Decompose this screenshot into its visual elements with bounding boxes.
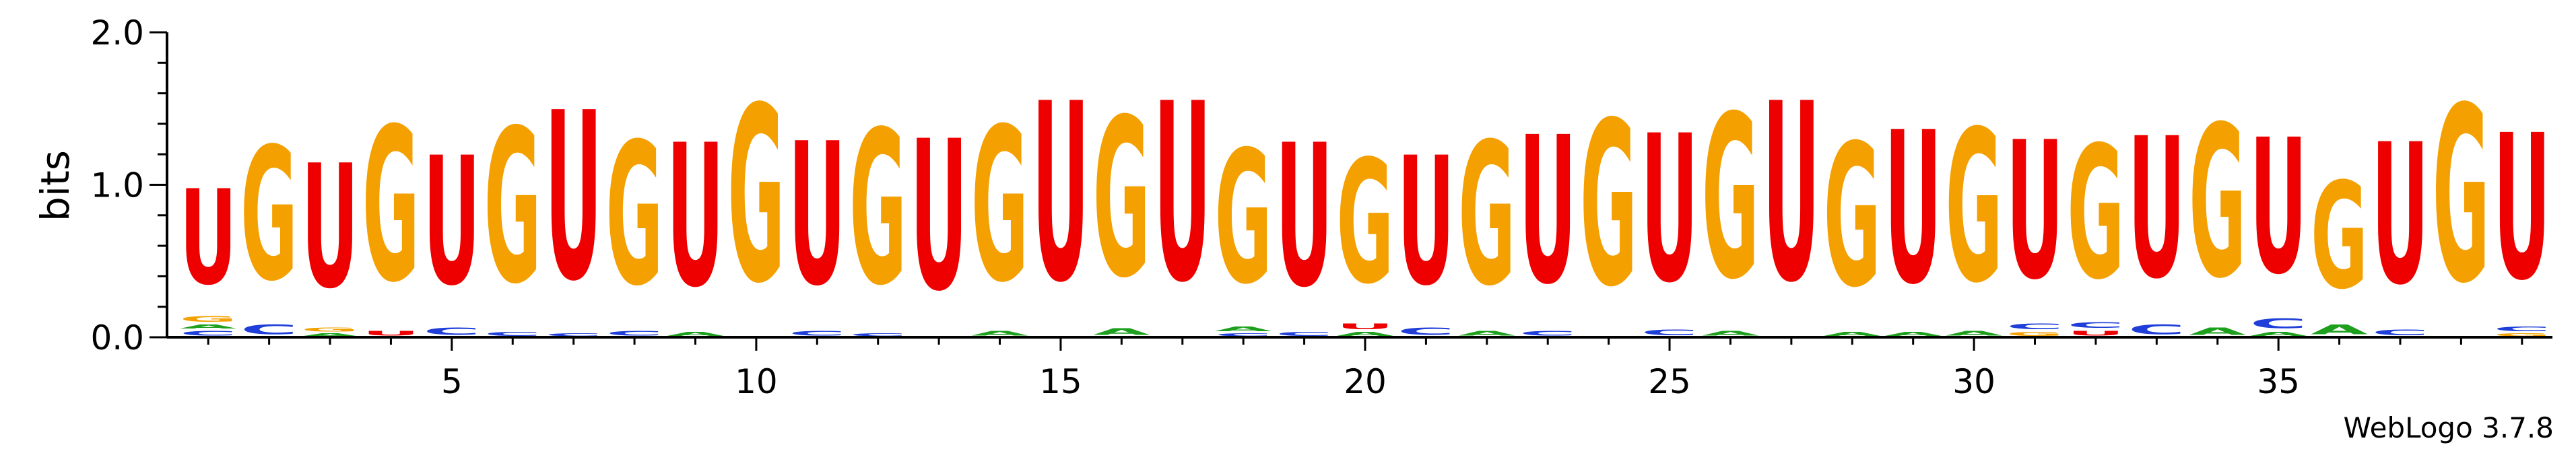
logo-letter-c-pos-7: C — [545, 333, 602, 337]
logo-letter-u-pos-4: U — [362, 330, 420, 337]
logo-letter-c-pos-8: C — [606, 330, 663, 337]
logo-letter-u-pos-32: U — [2067, 330, 2124, 337]
logo-letter-c-pos-6: C — [484, 331, 541, 337]
logo-letter-a-pos-16: A — [1093, 326, 1151, 337]
logo-letter-a-pos-14: A — [971, 330, 1028, 337]
logo-letter-u-pos-39: U — [2493, 93, 2550, 324]
logo-letter-u-pos-31: U — [2006, 101, 2063, 321]
logo-letter-g-pos-26: G — [1702, 69, 1759, 330]
logo-letter-a-pos-34: A — [2189, 325, 2246, 337]
logo-letter-g-pos-39: G — [2493, 333, 2550, 337]
logo-letter-c-pos-11: C — [789, 330, 846, 337]
y-tick-label: 0.0 — [90, 318, 144, 357]
logo-letter-u-pos-19: U — [1276, 103, 1333, 331]
logo-letter-a-pos-20: A — [1337, 331, 1394, 337]
logo-letter-g-pos-36: G — [2311, 152, 2368, 322]
x-tick-label: 35 — [2257, 362, 2300, 401]
x-tick-label: 5 — [441, 362, 463, 401]
logo-letter-c-pos-37: C — [2371, 329, 2429, 337]
logo-letter-u-pos-1: U — [180, 162, 237, 314]
logo-letter-g-pos-38: G — [2433, 57, 2490, 337]
logo-letter-g-pos-28: G — [1824, 104, 1881, 331]
logo-letter-c-pos-5: C — [423, 325, 480, 337]
logo-letter-g-pos-4: G — [362, 83, 420, 329]
logo-letter-u-pos-35: U — [2250, 101, 2307, 316]
logo-letter-u-pos-33: U — [2128, 97, 2185, 321]
y-axis-ticks: 0.0 1.0 2.0 — [90, 13, 167, 357]
logo-letter-a-pos-3: A — [302, 333, 359, 337]
logo-letter-c-pos-31: C — [2006, 322, 2063, 331]
logo-letter-u-pos-23: U — [1519, 94, 1577, 329]
y-tick-label: 1.0 — [90, 166, 144, 205]
logo-letter-c-pos-21: C — [1397, 325, 1455, 337]
y-axis-title: bits — [32, 150, 78, 221]
logo-letter-g-pos-34: G — [2189, 83, 2246, 324]
logo-letter-a-pos-28: A — [1824, 331, 1881, 337]
logo-letter-g-pos-22: G — [1458, 102, 1515, 329]
logo-letter-g-pos-2: G — [240, 110, 298, 322]
logo-letter-g-pos-8: G — [606, 102, 663, 329]
logo-letter-u-pos-5: U — [423, 119, 480, 324]
logo-letter-c-pos-19: C — [1276, 331, 1333, 337]
x-axis-ticks: 5 10 15 20 25 30 35 — [207, 337, 2523, 401]
logo-letter-g-pos-16: G — [1093, 72, 1150, 326]
logo-letter-c-pos-25: C — [1641, 329, 1698, 337]
logo-letter-g-pos-31: G — [2006, 331, 2063, 337]
logo-letter-u-pos-11: U — [789, 102, 846, 329]
logo-letter-a-pos-29: A — [1884, 331, 1942, 337]
logo-letter-g-pos-1: G — [180, 314, 237, 323]
logo-letter-g-pos-6: G — [484, 85, 541, 331]
logo-letter-u-pos-13: U — [911, 97, 968, 337]
y-tick-label: 2.0 — [90, 13, 144, 53]
logo-letter-c-pos-35: C — [2250, 316, 2307, 331]
logo-letter-u-pos-15: U — [1032, 52, 1089, 337]
logo-letter-g-pos-14: G — [971, 83, 1028, 329]
x-tick-label: 25 — [1648, 362, 1691, 401]
logo-letter-u-pos-29: U — [1884, 88, 1942, 331]
logo-letter-u-pos-7: U — [545, 63, 602, 332]
logo-letter-u-pos-21: U — [1397, 119, 1455, 324]
logo-letter-a-pos-9: A — [667, 331, 724, 337]
logo-letter-u-pos-27: U — [1762, 52, 1820, 337]
logo-letter-g-pos-20: G — [1337, 125, 1394, 322]
logo-letter-g-pos-30: G — [1946, 88, 2003, 329]
logo-letter-c-pos-1: C — [180, 330, 237, 337]
logo-letter-a-pos-30: A — [1946, 330, 2003, 337]
logo-letter-u-pos-9: U — [667, 103, 724, 331]
logo-letter-u-pos-20: U — [1337, 322, 1394, 331]
logo-letter-c-pos-33: C — [2128, 322, 2185, 337]
x-tick-label: 30 — [1952, 362, 1995, 401]
logo-letter-a-pos-35: A — [2250, 331, 2307, 337]
logo-letter-u-pos-25: U — [1641, 92, 1698, 327]
logo-letter-g-pos-18: G — [1215, 113, 1272, 324]
logo-letter-u-pos-17: U — [1154, 52, 1211, 337]
logo-letter-c-pos-18: C — [1215, 333, 1272, 337]
logo-letter-c-pos-23: C — [1519, 330, 1577, 337]
logo-letter-c-pos-12: C — [849, 333, 906, 337]
x-tick-label: 10 — [735, 362, 778, 401]
logo-letter-a-pos-22: A — [1458, 330, 1515, 337]
logo-letter-a-pos-1: A — [180, 324, 237, 330]
logo-letter-g-pos-24: G — [1580, 75, 1637, 337]
logo-letter-c-pos-32: C — [2067, 320, 2124, 329]
logo-letter-c-pos-39: C — [2493, 325, 2550, 333]
logo-letter-a-pos-36: A — [2311, 322, 2368, 337]
logo-letter-a-pos-26: A — [1702, 330, 1759, 337]
weblogo-credit: WebLogo 3.7.8 — [2344, 411, 2554, 444]
logo-letter-g-pos-10: G — [727, 57, 785, 337]
logo-letter-u-pos-3: U — [302, 129, 359, 326]
logo-letter-a-pos-18: A — [1215, 325, 1272, 333]
x-tick-label: 15 — [1039, 362, 1082, 401]
logo-letter-g-pos-3: G — [302, 326, 359, 333]
logo-letter-g-pos-12: G — [849, 87, 906, 333]
x-tick-label: 20 — [1344, 362, 1387, 401]
logo-letter-u-pos-37: U — [2371, 103, 2429, 327]
logo-letter-c-pos-2: C — [240, 322, 298, 337]
logo-letter-g-pos-32: G — [2067, 108, 2124, 320]
